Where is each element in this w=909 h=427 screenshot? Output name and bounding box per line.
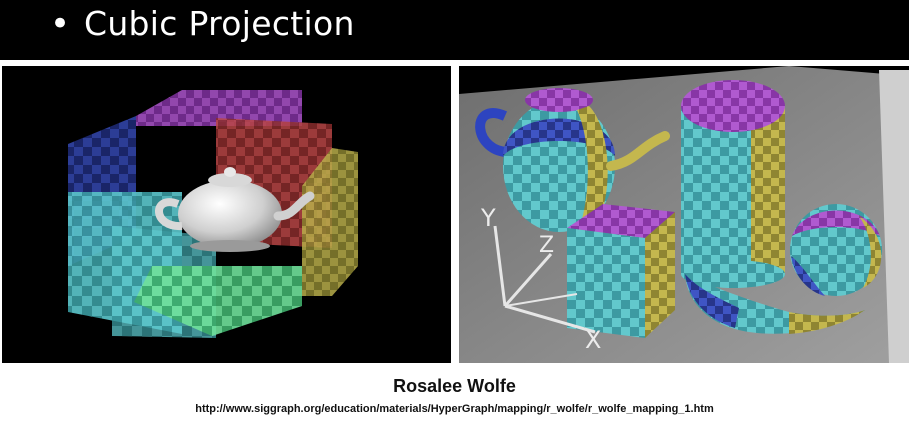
teapot-shape (155, 167, 315, 252)
textured-teapot (475, 88, 670, 232)
y-axis-line (493, 225, 507, 307)
slide-title-bar: • Cubic Projection (0, 0, 909, 60)
axis-gizmo (493, 225, 596, 334)
slide-title: Cubic Projection (84, 4, 355, 43)
image-caption: Rosalee Wolfe http://www.siggraph.org/ed… (0, 368, 909, 427)
textured-sphere (790, 204, 882, 296)
cube-face-top (136, 90, 302, 126)
floor-edge (879, 70, 909, 363)
caption-source-url: http://www.siggraph.org/education/materi… (195, 403, 714, 415)
cube-projection-illustration (68, 90, 358, 338)
textured-horn (685, 274, 865, 334)
y-axis-label: Y (480, 204, 496, 232)
z-axis-line (503, 253, 553, 307)
x-axis-label: X (585, 326, 601, 354)
cube-projection-image (2, 66, 451, 363)
cube-face-right (302, 148, 358, 296)
x-axis-line (504, 304, 596, 334)
caption-author: Rosalee Wolfe (393, 376, 516, 396)
textured-objects-image: Y Z X (459, 66, 909, 363)
textured-cylinder (681, 80, 785, 288)
cube-face-bottom (134, 266, 302, 336)
bullet-icon: • (50, 4, 71, 44)
textured-objects-illustration: Y Z X (459, 66, 909, 363)
z-axis-label: Z (539, 233, 554, 258)
axis-guide-line (504, 293, 578, 307)
textured-cube (567, 204, 675, 338)
